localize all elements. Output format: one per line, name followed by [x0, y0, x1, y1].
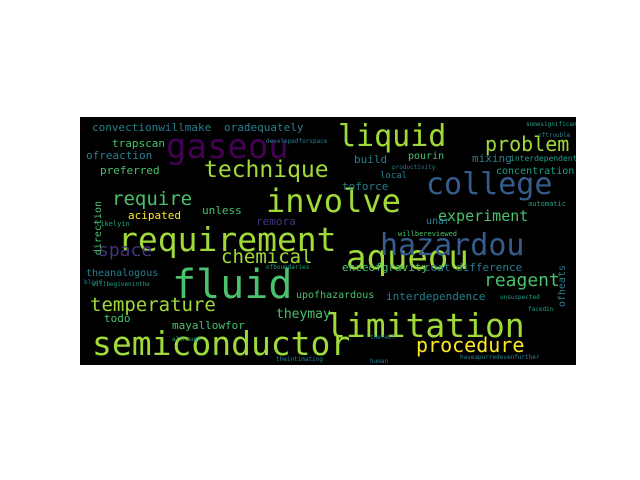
word-mixing: mixing — [472, 152, 512, 165]
word-convectionwillmake: convectionwillmake — [92, 121, 212, 134]
word-involve: involve — [266, 182, 401, 220]
word-todo: todo — [104, 312, 131, 325]
word-technique: technique — [204, 157, 329, 183]
word-theymay: theymay — [276, 307, 331, 322]
word-reagent: reagent — [484, 270, 560, 291]
word-likelyin: likelyin — [96, 220, 130, 228]
word-aqueou: aqueou — [346, 238, 469, 278]
word-human: human — [370, 358, 389, 365]
word-procedure: procedure — [416, 333, 525, 357]
word-willbereviewed: willbereviewed — [398, 230, 458, 238]
word-space: space — [98, 240, 153, 261]
word-theintimating: theintimating — [276, 356, 323, 363]
word-preferred: preferred — [100, 164, 160, 177]
word-difference: difference — [456, 261, 523, 274]
word-limitation: limitation — [326, 306, 525, 345]
word-local: local — [380, 171, 408, 181]
word-liquid: liquid — [338, 119, 447, 154]
word-although: although — [172, 336, 201, 343]
word-oftrouble: oftrouble — [538, 132, 571, 139]
word-ofboundaries: ofboundaries — [266, 264, 310, 271]
word-interdependence: interdependence — [386, 290, 486, 303]
word-requirement: requirement — [118, 220, 337, 259]
word-enceofgravity: enceofgravity — [342, 261, 429, 274]
word-direction: direction — [93, 201, 104, 256]
word-acipated: acipated — [128, 209, 181, 222]
word-willbegiveninthe: willbegiveninthe — [92, 281, 150, 288]
word-productivity: productivity — [392, 164, 436, 171]
word-interdependent: interdependent — [510, 154, 576, 163]
word-blood: blood — [84, 279, 103, 286]
word-somesignificant: somesignificant — [526, 121, 576, 128]
word-facedin: facedin — [528, 306, 554, 313]
word-thereof: thereof — [370, 334, 396, 341]
word-ofreaction: ofreaction — [86, 149, 153, 162]
word-trapscan: trapscan — [112, 137, 165, 150]
word-unsuspected: unsuspected — [500, 294, 540, 301]
word-upofhazardous: upofhazardous — [296, 290, 375, 301]
word-mayallowfor: mayallowfor — [172, 319, 245, 332]
word-toforce: toforce — [342, 180, 389, 193]
word-concentration: concentration — [496, 166, 575, 177]
word-cloud: semiconductor requirement fluid aqueou l… — [80, 117, 576, 365]
word-require: require — [112, 188, 193, 210]
word-developedforspace: developedforspace — [266, 138, 328, 145]
word-gaseou: gaseou — [166, 127, 289, 167]
word-build: build — [354, 153, 388, 166]
word-unar: unar — [426, 216, 451, 227]
word-oradequately: oradequately — [224, 121, 304, 134]
word-unless: unless — [202, 204, 242, 217]
word-remora: remora — [256, 215, 296, 228]
word-college: college — [426, 167, 553, 202]
word-problem: problem — [485, 132, 570, 156]
word-hazardou: hazardou — [380, 228, 525, 263]
word-experiment: experiment — [438, 207, 529, 225]
word-semiconductor: semiconductor — [92, 324, 351, 363]
word-fluid: fluid — [172, 262, 293, 308]
word-ofheats: ofheats — [557, 265, 568, 308]
word-pourin: pourin — [408, 151, 445, 162]
word-temperature: temperature — [90, 294, 216, 316]
word-theanalogous: theanalogous — [86, 268, 159, 279]
word-chemical: chemical — [221, 246, 313, 268]
word-automatic: automatic — [528, 200, 566, 208]
word-coat: coat — [424, 261, 451, 274]
word-haveapurredevenfurther: haveapurredevenfurther — [460, 354, 540, 361]
